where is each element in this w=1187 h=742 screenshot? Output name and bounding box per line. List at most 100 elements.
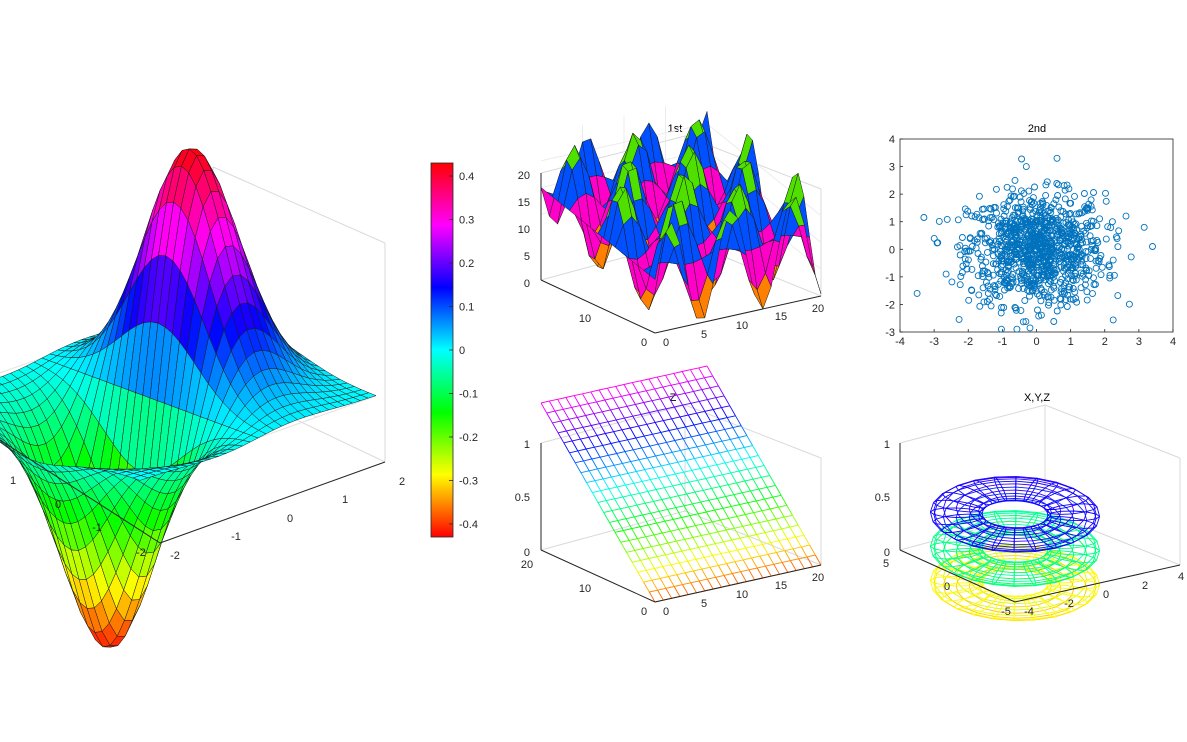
p3-mesh-line — [701, 389, 708, 400]
p3-mesh-line — [633, 483, 640, 494]
p3-mesh-line — [736, 482, 743, 494]
scatter-point — [1011, 233, 1019, 241]
p3-mesh-line — [697, 513, 705, 525]
p3-mesh-line — [548, 400, 556, 412]
p3-mesh-line — [677, 428, 684, 439]
scatter-point — [1052, 218, 1060, 226]
p3-mesh-line — [766, 487, 774, 498]
scatter-point — [975, 214, 983, 222]
p3-mesh-line — [755, 500, 763, 512]
scatter-point — [1025, 187, 1033, 195]
scatter-point — [1114, 243, 1122, 251]
p1-axes-front — [540, 173, 822, 334]
p3-mesh-line — [658, 477, 665, 488]
p3-mesh-line — [670, 530, 677, 542]
scatter-point — [998, 304, 1005, 311]
p3-mesh-line — [747, 468, 754, 480]
scatter-point — [996, 292, 1004, 300]
scatter-point — [1013, 325, 1021, 333]
p3-mesh-line — [769, 475, 776, 486]
p3-z-tick: 0 — [524, 547, 530, 559]
scatter-point — [1096, 215, 1104, 223]
colorbar-tick-label: 0.2 — [459, 258, 474, 270]
scatter-point — [1022, 163, 1030, 171]
p3-mesh-line — [800, 546, 808, 558]
p3-x-tick: 5 — [701, 598, 707, 610]
p3-mesh-line — [645, 536, 652, 547]
p3-mesh-line — [682, 584, 689, 595]
p3-mesh-line — [582, 393, 589, 404]
torus-mesh-meridian — [1046, 503, 1098, 515]
torus-mesh-meridian — [991, 526, 1007, 552]
p3-mesh-line — [742, 559, 750, 571]
scatter-point — [1069, 276, 1076, 284]
scatter-point — [1071, 288, 1079, 296]
scatter-point — [1054, 242, 1062, 250]
p3-mesh-line — [694, 458, 701, 469]
p3-mesh-line — [582, 427, 590, 438]
p3-mesh-line — [674, 473, 682, 485]
scatter-point — [983, 234, 991, 242]
scatter-point — [1005, 197, 1013, 205]
p3-mesh-line — [767, 520, 774, 532]
chart-title-xyz: X,Y,Z — [1024, 392, 1050, 404]
scatter-point — [1072, 261, 1080, 269]
p3-mesh-line — [680, 450, 687, 461]
scatter-point — [1009, 185, 1016, 193]
p3-y-ticks: 0 10 20 — [521, 559, 647, 618]
p3-mesh-line — [638, 459, 646, 470]
p3-mesh-line — [757, 455, 765, 466]
scatter-point — [1053, 180, 1061, 187]
torus-mesh-meridian — [1047, 510, 1100, 522]
scatter-point — [997, 325, 1005, 333]
p3-y-tick: 0 — [641, 606, 647, 618]
p3-mesh-line — [784, 550, 791, 561]
scatter-point — [955, 315, 963, 323]
scatter-point — [1084, 248, 1092, 256]
p3-mesh-line — [617, 520, 624, 531]
p3-mesh-line — [772, 530, 780, 541]
scatter-point — [1067, 199, 1075, 207]
p3-mesh-line — [649, 445, 656, 457]
p4-floor-right-back — [1044, 510, 1181, 566]
p3-mesh-line — [661, 532, 669, 544]
p3-mesh-line — [596, 435, 604, 446]
scatter-point — [958, 269, 966, 277]
p1-back-gridline — [540, 123, 708, 162]
p3-mesh-line — [707, 399, 714, 410]
p3-mesh-line — [695, 525, 702, 536]
p3-mesh-line — [644, 469, 651, 480]
torus-mesh-meridian — [971, 524, 999, 547]
p4-x-ticks: -4 -2 0 2 4 — [1024, 571, 1184, 618]
scatter-point — [1003, 233, 1010, 241]
scatter-point — [1055, 203, 1063, 211]
p3-mesh-line — [557, 432, 565, 444]
scatter-point — [1042, 253, 1050, 261]
scatter-point — [1041, 217, 1049, 225]
p3-mesh-line — [705, 444, 712, 456]
p3-mesh-line — [775, 518, 782, 530]
p3-mesh-line — [643, 581, 650, 593]
scatter-point — [1002, 207, 1010, 215]
scatter-point — [1092, 257, 1100, 265]
scatter-point — [1048, 231, 1056, 239]
scatter-point — [1080, 190, 1088, 197]
p3-mesh-line — [709, 567, 717, 578]
p3-x-tick: 20 — [812, 572, 824, 584]
scatter-point — [961, 248, 969, 255]
scatter-point — [1070, 255, 1078, 263]
p3-mesh-line — [671, 418, 678, 429]
p3-mesh-line — [698, 580, 706, 592]
scatter-point — [1017, 276, 1025, 284]
p4-x-axis-line — [1014, 564, 1181, 603]
scatter-point — [979, 284, 987, 292]
p2-y-tick: 3 — [889, 162, 895, 174]
scatter-point — [1108, 218, 1116, 226]
p3-mesh-line — [797, 524, 805, 536]
p3-mesh-line — [682, 404, 689, 416]
scatter-point — [1006, 244, 1014, 252]
p3-mesh-line — [674, 440, 681, 451]
torus-mesh-meridian — [954, 590, 993, 610]
scatter-point — [1004, 267, 1012, 275]
